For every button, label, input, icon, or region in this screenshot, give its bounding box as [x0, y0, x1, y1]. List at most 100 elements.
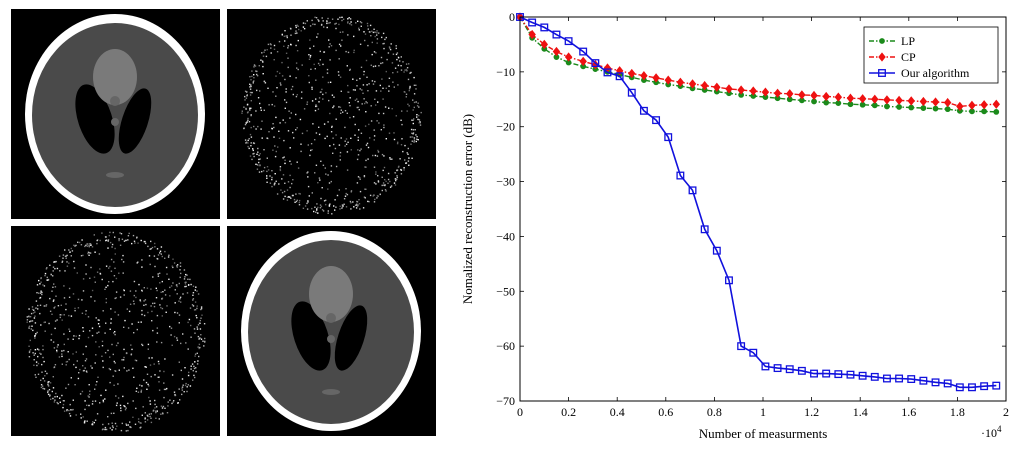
noise-speck: [298, 192, 300, 195]
noise-speck: [273, 105, 276, 107]
noise-speck: [396, 178, 398, 180]
noise-speck: [253, 152, 255, 155]
noise-speck: [96, 271, 99, 273]
plot-frame: [519, 16, 1007, 402]
noise-speck: [102, 428, 104, 430]
noise-speck: [345, 143, 348, 145]
noise-speck: [282, 119, 284, 121]
noise-speck: [58, 356, 61, 358]
noise-speck: [417, 139, 419, 141]
noise-speck: [257, 151, 259, 153]
noise-speck: [287, 130, 290, 132]
noise-speck: [419, 122, 421, 124]
noise-speck: [74, 310, 76, 312]
noise-speck: [254, 65, 257, 67]
y-tick-label: −30: [496, 175, 515, 189]
noise-speck: [373, 139, 375, 141]
noise-speck: [115, 395, 117, 397]
noise-speck: [94, 281, 96, 283]
noise-speck: [416, 136, 418, 138]
noise-speck: [134, 359, 137, 361]
noise-speck: [95, 341, 97, 343]
data-point-lp: [920, 105, 927, 111]
noise-speck: [148, 396, 150, 399]
noise-speck: [357, 154, 360, 156]
noise-speck: [123, 289, 125, 291]
noise-speck: [93, 276, 96, 278]
noise-speck: [248, 121, 251, 123]
noise-speck: [67, 338, 69, 340]
noise-speck: [199, 328, 202, 330]
noise-speck: [382, 87, 384, 89]
noise-speck: [30, 328, 32, 330]
noise-speck: [371, 53, 373, 56]
x-tick-label: 1: [760, 405, 766, 419]
noise-speck: [87, 316, 90, 318]
noise-speck: [185, 285, 187, 288]
noise-speck: [115, 291, 118, 293]
noise-speck: [73, 260, 75, 263]
noise-speck: [79, 393, 82, 395]
data-point-our-algorithm: [895, 374, 904, 383]
noise-speck: [40, 384, 43, 386]
noise-speck: [377, 195, 379, 197]
noise-speck: [137, 391, 140, 393]
noise-speck: [256, 153, 258, 155]
noise-speck: [184, 285, 186, 288]
noise-speck: [200, 306, 203, 308]
noise-speck: [262, 170, 265, 172]
noise-speck: [326, 26, 328, 29]
x-exponent-power: 4: [997, 424, 1002, 434]
noise-speck: [105, 236, 107, 238]
noise-speck: [404, 91, 406, 93]
noise-speck: [61, 355, 63, 358]
noise-speck: [109, 231, 111, 234]
noise-speck: [287, 47, 289, 49]
noise-speck: [116, 425, 118, 427]
noise-speck: [272, 91, 274, 93]
noise-speck: [115, 404, 118, 407]
noise-speck: [50, 273, 52, 276]
noise-speck: [394, 184, 397, 186]
noise-speck: [196, 317, 198, 319]
noise-speck: [91, 423, 94, 426]
noise-speck: [164, 250, 166, 253]
noise-speck: [69, 330, 71, 332]
noise-speck: [159, 304, 161, 306]
noise-speck: [282, 198, 285, 200]
noise-speck: [307, 200, 309, 202]
noise-speck: [163, 388, 166, 391]
noise-speck: [123, 367, 125, 369]
noise-speck: [34, 311, 36, 313]
noise-speck: [66, 254, 68, 257]
noise-speck: [127, 402, 129, 405]
noise-speck: [47, 384, 49, 386]
noise-speck: [349, 116, 351, 119]
noise-speck: [313, 45, 315, 47]
noise-speck: [359, 77, 361, 80]
noise-speck: [82, 327, 84, 329]
noise-speck: [198, 338, 200, 340]
noise-speck: [65, 257, 67, 259]
noise-speck: [306, 208, 309, 210]
noise-speck: [324, 137, 326, 140]
noise-speck: [416, 116, 418, 118]
noise-speck: [188, 318, 191, 321]
noise-speck: [154, 399, 156, 402]
noise-speck: [289, 174, 291, 177]
noise-speck: [249, 86, 251, 88]
noise-speck: [310, 68, 312, 70]
noise-speck: [144, 242, 147, 245]
noise-speck: [309, 54, 312, 57]
noise-speck: [34, 374, 36, 376]
noise-speck: [403, 167, 405, 169]
noise-speck: [388, 107, 390, 109]
noise-speck: [33, 359, 35, 361]
noise-speck: [127, 429, 129, 432]
noise-speck: [265, 55, 268, 58]
noise-speck: [385, 180, 387, 183]
noise-speck: [143, 379, 145, 381]
noise-speck: [148, 357, 150, 359]
noise-speck: [109, 241, 112, 244]
noise-speck: [289, 196, 291, 198]
